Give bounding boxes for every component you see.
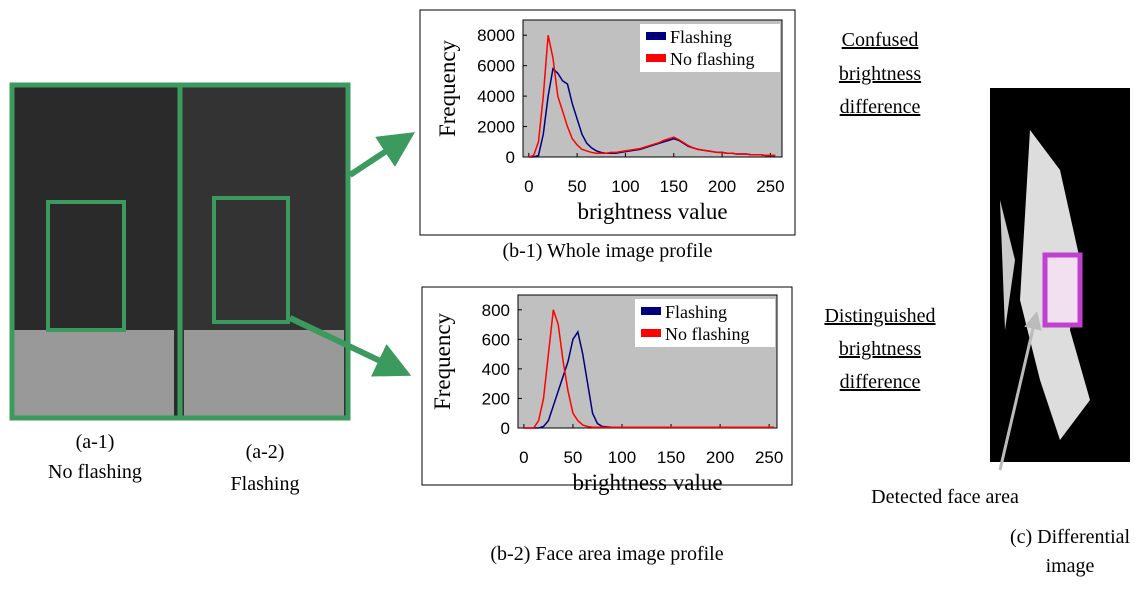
y-tick-label: 2000 — [477, 118, 515, 137]
y-tick-label: 200 — [482, 389, 510, 408]
caption: (c) Differential — [1010, 526, 1131, 548]
x-tick-label: 0 — [524, 177, 533, 196]
pointer-label: Detected face area — [871, 486, 1019, 508]
note: difference — [840, 371, 921, 393]
note: brightness — [839, 338, 921, 360]
legend-label: No flashing — [665, 324, 750, 344]
face-rect — [1045, 255, 1080, 325]
x-tick-label: 100 — [611, 177, 639, 196]
x-axis-label: brightness value — [572, 470, 722, 495]
legend-swatch — [646, 32, 666, 40]
label: No flashing — [48, 461, 142, 483]
figure: (a-1) No flashing (a-2) Flashing Detecte… — [0, 0, 1138, 584]
y-tick-label: 400 — [482, 360, 510, 379]
shirt — [184, 330, 344, 416]
y-tick-label: 0 — [506, 148, 515, 167]
x-axis-label: brightness value — [577, 199, 727, 224]
differential-image: Detected face area (c) Differential imag… — [871, 88, 1130, 577]
note: brightness — [839, 63, 921, 85]
x-tick-label: 0 — [519, 448, 528, 467]
photos: (a-1) No flashing (a-2) Flashing — [12, 85, 400, 495]
x-tick-label: 50 — [563, 448, 582, 467]
legend-label: No flashing — [670, 49, 755, 69]
chart: 0 200 400 600 800 0 50 100 150 200 250 brightness v… — [422, 287, 792, 565]
note: Distinguished — [824, 305, 935, 327]
chart-caption: (b-1) Whole image profile — [502, 240, 712, 262]
x-tick-label: 200 — [706, 448, 734, 467]
x-tick-label: 250 — [755, 448, 783, 467]
legend-label: Flashing — [665, 302, 727, 322]
legend-label: Flashing — [670, 27, 732, 47]
x-tick-label: 150 — [657, 448, 685, 467]
notes: Confused brightness difference Distingui… — [824, 29, 935, 393]
y-tick-label: 8000 — [477, 26, 515, 45]
y-tick-label: 600 — [482, 330, 510, 349]
chart-caption: (b-2) Face area image profile — [490, 543, 723, 565]
legend-swatch — [646, 54, 666, 62]
arrow — [350, 142, 400, 175]
y-tick-label: 800 — [482, 301, 510, 320]
x-tick-label: 200 — [708, 177, 736, 196]
x-tick-label: 250 — [756, 177, 784, 196]
note: difference — [840, 96, 921, 118]
y-tick-label: 6000 — [477, 57, 515, 76]
note: Confused — [842, 29, 919, 51]
label: Flashing — [231, 473, 300, 495]
x-tick-label: 50 — [568, 177, 587, 196]
x-tick-label: 150 — [660, 177, 688, 196]
label: (a-1) — [76, 431, 115, 453]
y-tick-label: 4000 — [477, 87, 515, 106]
y-axis-label: Frequency — [430, 312, 455, 410]
legend-swatch — [641, 307, 661, 315]
y-tick-label: 0 — [501, 419, 510, 438]
shirt — [14, 330, 174, 416]
chart: 0 2000 4000 6000 8000 0 50 100 150 200 250 brightne… — [420, 10, 795, 262]
caption: image — [1046, 555, 1095, 577]
legend-swatch — [641, 329, 661, 337]
label: (a-2) — [246, 441, 285, 463]
y-axis-label: Frequency — [435, 39, 460, 137]
x-tick-label: 100 — [608, 448, 636, 467]
